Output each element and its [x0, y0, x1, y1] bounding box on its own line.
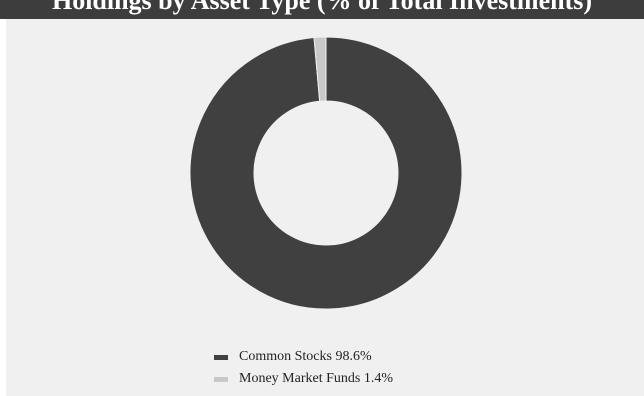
legend-item-common-stocks: Common Stocks 98.6%	[214, 346, 474, 368]
legend-swatch	[214, 376, 228, 382]
donut-slice-common-stocks	[189, 36, 463, 310]
legend-item-money-market-funds: Money Market Funds 1.4%	[214, 368, 474, 390]
chart-legend: Common Stocks 98.6% Money Market Funds 1.…	[214, 346, 474, 390]
legend-swatch	[214, 354, 228, 360]
header-band: Holdings by Asset Type (% of Total Inves…	[0, 0, 644, 19]
chart-title: Holdings by Asset Type (% of Total Inves…	[51, 0, 593, 15]
chart-panel: Common Stocks 98.6% Money Market Funds 1.…	[6, 19, 644, 396]
donut-chart	[189, 36, 463, 310]
legend-label: Common Stocks 98.6%	[239, 349, 372, 364]
donut-slice-money-market-funds	[313, 36, 327, 102]
legend-label: Money Market Funds 1.4%	[239, 371, 393, 386]
